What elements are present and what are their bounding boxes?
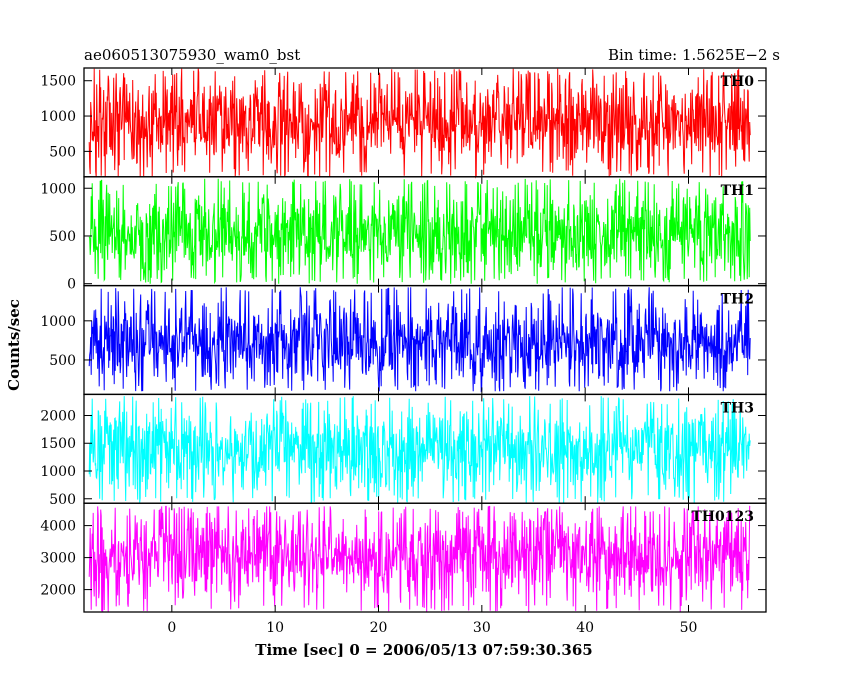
panel-th3: 500 1000 1500 2000 TH3 — [40, 393, 767, 508]
y-tick-label: 500 — [49, 229, 76, 245]
x-tick-label: 20 — [370, 620, 388, 636]
series-line-th1 — [88, 178, 751, 285]
y-tick-label: 2000 — [40, 408, 76, 424]
series-line-th3 — [88, 396, 751, 503]
x-axis-label: Time [sec] 0 = 2006/05/13 07:59:30.365 — [255, 641, 592, 659]
chart-title-right: Bin time: 1.5625E−2 s — [608, 46, 780, 64]
channel-label: TH1 — [721, 183, 754, 199]
x-tick-label: 50 — [680, 620, 698, 636]
y-tick-label: 1000 — [40, 109, 76, 125]
panel-th1: 0 500 1000 TH1 — [40, 176, 767, 293]
x-tick-label: 40 — [576, 620, 594, 636]
panel-th0123: 2000 3000 4000 TH0123 — [40, 502, 767, 613]
channel-label: TH0123 — [691, 509, 754, 525]
panels-group: 500 1000 1500 TH0 0 500 1000 TH1 500 1000 TH2 500 10… — [40, 67, 767, 613]
panel-th2: 500 1000 TH2 — [40, 284, 767, 396]
y-tick-label: 1000 — [40, 181, 76, 197]
y-tick-label: 500 — [49, 492, 76, 508]
channel-label: TH2 — [721, 292, 754, 308]
x-tick-labels: 0 10 20 30 40 50 — [167, 620, 697, 636]
x-tick-label: 10 — [266, 620, 284, 636]
x-tick-label: 30 — [473, 620, 491, 636]
series-line-th2 — [88, 287, 751, 393]
y-tick-label: 500 — [49, 144, 76, 160]
y-tick-label: 500 — [49, 353, 76, 369]
y-tick-label: 1500 — [40, 436, 76, 452]
y-tick-label: 0 — [67, 277, 76, 293]
channel-label: TH3 — [721, 400, 754, 416]
chart-title-left: ae060513075930_wam0_bst — [84, 46, 300, 64]
series-line-th0 — [88, 68, 751, 179]
y-tick-label: 1000 — [40, 464, 76, 480]
y-tick-label: 1500 — [40, 74, 76, 90]
channel-label: TH0 — [721, 74, 755, 90]
series-line-th0123 — [88, 505, 751, 613]
y-tick-label: 3000 — [40, 551, 76, 567]
x-tick-label: 0 — [167, 620, 176, 636]
y-tick-label: 1000 — [40, 314, 76, 330]
y-axis-label: Counts/sec — [5, 299, 23, 391]
panel-th0: 500 1000 1500 TH0 — [40, 67, 767, 179]
y-tick-label: 4000 — [40, 519, 76, 535]
y-tick-label: 2000 — [40, 583, 76, 599]
